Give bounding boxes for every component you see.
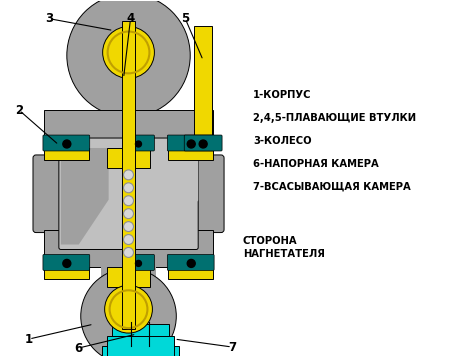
- Text: 5: 5: [181, 12, 190, 25]
- FancyBboxPatch shape: [135, 143, 198, 202]
- Bar: [168, 148, 213, 160]
- Bar: [107, 267, 150, 287]
- Bar: [44, 267, 89, 279]
- Text: 7-ВСАСЫВАЮЩАЯ КАМЕРА: 7-ВСАСЫВАЮЩАЯ КАМЕРА: [253, 182, 410, 192]
- FancyBboxPatch shape: [123, 135, 155, 151]
- Text: 3: 3: [45, 12, 53, 25]
- Text: СТОРОНА
НАГНЕТАТЕЛЯ: СТОРОНА НАГНЕТАТЕЛЯ: [243, 236, 325, 259]
- FancyBboxPatch shape: [196, 155, 224, 232]
- FancyBboxPatch shape: [43, 135, 90, 151]
- Circle shape: [63, 260, 71, 267]
- Bar: [107, 336, 174, 356]
- Circle shape: [105, 285, 153, 333]
- Bar: [111, 324, 169, 346]
- Circle shape: [124, 183, 134, 193]
- Circle shape: [81, 268, 176, 357]
- Text: 4: 4: [127, 12, 135, 25]
- Bar: [107, 148, 150, 168]
- Circle shape: [136, 260, 141, 266]
- Bar: [101, 346, 179, 356]
- Circle shape: [199, 140, 207, 148]
- Circle shape: [124, 170, 134, 180]
- Text: 6-НАПОРНАЯ КАМЕРА: 6-НАПОРНАЯ КАМЕРА: [253, 159, 379, 169]
- Bar: [121, 21, 136, 329]
- Text: 2: 2: [15, 104, 23, 117]
- Bar: [100, 267, 156, 297]
- Bar: [168, 267, 213, 279]
- Circle shape: [136, 141, 141, 147]
- Circle shape: [124, 247, 134, 257]
- Bar: [44, 148, 89, 160]
- Circle shape: [124, 196, 134, 206]
- FancyBboxPatch shape: [184, 135, 222, 151]
- Text: 2,4,5-ПЛАВАЮЩИЕ ВТУЛКИ: 2,4,5-ПЛАВАЮЩИЕ ВТУЛКИ: [253, 113, 416, 123]
- Circle shape: [103, 26, 155, 78]
- FancyBboxPatch shape: [167, 255, 214, 270]
- Polygon shape: [61, 148, 109, 245]
- Bar: [100, 85, 156, 120]
- FancyBboxPatch shape: [43, 255, 90, 270]
- Circle shape: [187, 140, 195, 148]
- FancyBboxPatch shape: [123, 255, 155, 270]
- Bar: [44, 230, 213, 267]
- Circle shape: [63, 140, 71, 148]
- FancyBboxPatch shape: [167, 135, 214, 151]
- Text: 3-КОЛЕСО: 3-КОЛЕСО: [253, 136, 311, 146]
- FancyBboxPatch shape: [33, 155, 61, 232]
- Circle shape: [124, 235, 134, 245]
- Text: 6: 6: [74, 342, 83, 355]
- Circle shape: [187, 260, 195, 267]
- Bar: [44, 110, 213, 148]
- Bar: [194, 26, 212, 148]
- Circle shape: [124, 209, 134, 218]
- FancyBboxPatch shape: [50, 141, 207, 258]
- FancyBboxPatch shape: [59, 138, 198, 250]
- Circle shape: [67, 0, 190, 117]
- Text: 7: 7: [228, 341, 236, 353]
- Text: 1-КОРПУС: 1-КОРПУС: [253, 90, 311, 100]
- Text: 1: 1: [25, 333, 33, 346]
- Circle shape: [124, 222, 134, 232]
